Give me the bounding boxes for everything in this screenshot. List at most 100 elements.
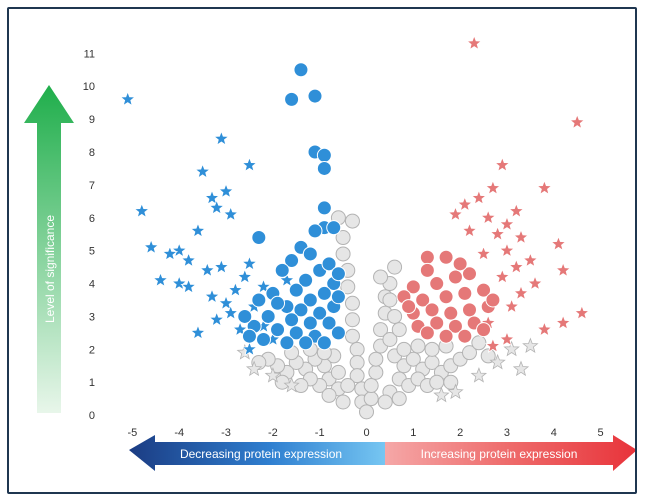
nonsignificant-circle-point	[405, 351, 421, 367]
y-tick-label: 6	[89, 213, 95, 225]
nonsignificant-circle-point	[349, 368, 365, 384]
increased-circle-point	[438, 328, 454, 344]
nonsignificant-star-point	[245, 360, 263, 377]
x-tick-label: -2	[268, 427, 278, 439]
decreased-circle-point	[284, 312, 300, 328]
nonsignificant-circle-point	[480, 348, 496, 364]
y-tick-label: 1	[89, 377, 95, 389]
decreased-circle-point	[237, 308, 253, 324]
increased-circle-point	[401, 299, 417, 315]
y-axis-label: Level of significance	[43, 215, 57, 323]
x-axis-ticks: -5 -4 -3 -2 -1 0 1 2 3 4 5	[128, 427, 604, 439]
decreased-star-point	[189, 222, 207, 238]
decreased-circle-point	[241, 328, 257, 344]
decreased-star-point	[213, 258, 230, 275]
y-axis-ticks: 0 1 2 3 4 5 6 7 8 9 10 11	[83, 48, 95, 422]
decreased-star-point	[241, 340, 258, 357]
decreased-circle-point	[316, 147, 332, 163]
x-tick-label: 1	[410, 427, 416, 439]
nonsignificant-circle-point	[349, 341, 365, 357]
significance-arrow: Level of significance	[24, 85, 74, 413]
increased-star-point	[554, 261, 572, 278]
decreased-circle-point	[256, 331, 271, 347]
decreased-star-point	[278, 271, 296, 288]
nonsignificant-circle-point	[344, 312, 360, 328]
increased-circle-point	[462, 266, 477, 282]
nonsignificant-circle-point	[335, 394, 351, 410]
decreased-circle-point	[321, 256, 337, 272]
nonsignificant-circle-point	[368, 351, 384, 367]
increased-circle-point	[438, 249, 454, 265]
decreased-star-point	[222, 304, 239, 321]
decreased-circle-point	[270, 295, 286, 311]
x-tick-label: 0	[363, 427, 369, 439]
decreased-star-point	[161, 245, 179, 261]
nonsignificant-star-point	[264, 367, 282, 383]
increased-circle-point	[443, 305, 459, 321]
increased-star-point	[447, 205, 464, 222]
decreased-circle-point	[293, 302, 309, 318]
increased-circle-point	[457, 285, 473, 301]
y-tick-label: 9	[89, 114, 95, 126]
increased-star-point	[554, 314, 572, 331]
figure-frame: Level of significance -5 -4 -3 -2 -1 0 1 2 3 4 5 0…	[7, 7, 637, 494]
nonsignificant-circle-point	[387, 259, 403, 275]
increased-star-point	[568, 113, 586, 130]
nonsignificant-star-point	[522, 337, 539, 353]
increased-star-point	[536, 179, 553, 196]
increased-star-point	[475, 245, 492, 261]
left-arrow-label: Decreasing protein expression	[180, 447, 342, 461]
nonsignificant-star-point	[489, 353, 506, 370]
decreased-circle-point	[284, 91, 300, 107]
y-tick-label: 8	[89, 147, 95, 159]
nonsignificant-circle-point	[391, 391, 407, 407]
nonsignificant-star-point	[512, 360, 530, 377]
increased-star-point	[484, 337, 502, 353]
nonsignificant-circle-point	[363, 378, 379, 394]
increased-star-point	[498, 330, 516, 347]
increased-star-point	[470, 189, 488, 206]
increased-circle-point	[457, 328, 473, 344]
expression-arrow-left: Decreasing protein expression	[129, 435, 385, 471]
decreased-circle-point	[251, 230, 267, 246]
increased-circle-point	[419, 249, 435, 265]
increased-star-point	[573, 304, 591, 321]
nonsignificant-circle-point	[377, 394, 393, 410]
increased-circle-point	[405, 279, 421, 295]
increased-star-point	[508, 258, 525, 275]
expression-arrow-right: Increasing protein expression	[385, 435, 635, 471]
decreased-circle-point	[251, 292, 267, 308]
decreased-circle-point	[307, 223, 323, 239]
decreased-star-point	[217, 294, 235, 311]
decreased-star-point	[208, 311, 225, 327]
nonsignificant-circle-point	[335, 230, 351, 246]
increased-star-point	[508, 202, 525, 219]
nonsignificant-circle-point	[396, 341, 412, 357]
decreased-star-point	[142, 238, 160, 255]
increased-circle-point	[429, 276, 445, 292]
decreased-star-point	[171, 274, 188, 291]
nonsignificant-circle-point	[321, 387, 337, 403]
nonsignificant-circle-point	[471, 335, 487, 351]
decreased-circle-point	[298, 272, 314, 288]
y-tick-label: 3	[89, 311, 95, 323]
volcano-plot: Level of significance -5 -4 -3 -2 -1 0 1 2 3 4 5 0…	[24, 34, 635, 471]
decreased-circle-point	[330, 266, 346, 282]
x-tick-label: -4	[174, 427, 184, 439]
x-tick-label: 5	[598, 427, 604, 439]
decreased-star-point	[203, 189, 221, 206]
y-tick-label: 7	[89, 180, 95, 192]
nonsignificant-circle-point	[344, 328, 360, 344]
decreased-circle-point	[302, 292, 318, 308]
increased-circle-point	[415, 292, 431, 308]
increased-circle-point	[452, 256, 468, 272]
decreased-star-point	[241, 156, 258, 173]
nonsignificant-star-point	[283, 376, 300, 393]
increased-circle-point	[476, 322, 492, 338]
right-arrow-label: Increasing protein expression	[421, 447, 578, 461]
nonsignificant-circle-point	[274, 374, 290, 390]
nonsignificant-circle-point	[382, 331, 398, 347]
nonsignificant-circle-point	[391, 322, 407, 338]
increased-star-point	[494, 156, 511, 173]
nonsignificant-circle-point	[387, 308, 403, 324]
